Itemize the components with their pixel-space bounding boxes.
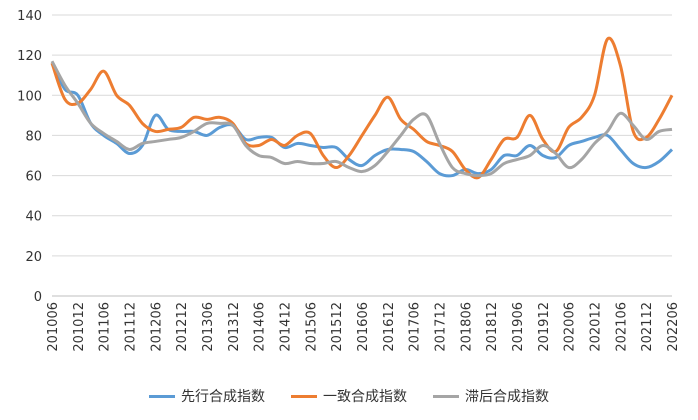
x-tick-label: 201312: [227, 302, 242, 352]
x-tick-label: 202106: [614, 302, 629, 352]
series-line-coincident: [50, 36, 674, 180]
x-tick-label: 201812: [485, 302, 500, 352]
y-tick-label: 20: [25, 250, 42, 265]
y-tick-label: 140: [17, 9, 42, 24]
line-chart: 0 20 40 60 80 100 120 140 201006 201012 201106 201…: [17, 9, 681, 352]
legend-swatch-lagging: [433, 394, 459, 398]
x-tick-label: 202012: [589, 302, 604, 352]
x-tick-label: 201806: [459, 302, 474, 352]
x-tick-label: 201506: [304, 302, 319, 352]
legend-label-lagging: 滞后合成指数: [465, 389, 549, 405]
x-tick-label: 201612: [382, 302, 397, 352]
legend-swatch-coincident: [291, 394, 317, 398]
x-tick-label: 201212: [175, 302, 190, 352]
x-tick-label: 201012: [72, 302, 87, 352]
legend-item-leading: 先行合成指数: [149, 386, 265, 406]
x-tick-label: 202206: [666, 302, 681, 352]
x-tick-label: 201406: [253, 302, 268, 352]
legend-label-leading: 先行合成指数: [181, 389, 265, 405]
x-tick-label: 201306: [201, 302, 216, 352]
x-tick-label: 201112: [124, 302, 139, 352]
legend-item-coincident: 一致合成指数: [291, 386, 407, 406]
x-tick-label: 201206: [149, 302, 164, 352]
x-tick-label: 201006: [46, 302, 61, 352]
legend-item-lagging: 滞后合成指数: [433, 386, 549, 406]
x-tick-label: 202006: [563, 302, 578, 352]
x-tick-label: 201706: [408, 302, 423, 352]
legend: 先行合成指数 一致合成指数 滞后合成指数: [0, 386, 698, 406]
y-tick-label: 60: [25, 170, 42, 185]
x-tick-label: 201912: [537, 302, 552, 352]
y-tick-label: 80: [25, 129, 42, 144]
legend-swatch-leading: [149, 394, 175, 398]
x-tick-label: 201412: [279, 302, 294, 352]
series-line-leading: [50, 62, 674, 178]
y-tick-label: 0: [34, 290, 42, 305]
x-tick-label: 202112: [640, 302, 655, 352]
y-tick-label: 40: [25, 210, 42, 225]
x-tick-label: 201712: [434, 302, 449, 352]
y-tick-label: 120: [17, 49, 42, 64]
legend-label-coincident: 一致合成指数: [323, 389, 407, 405]
y-tick-label: 100: [17, 89, 42, 104]
x-tick-label: 201606: [356, 302, 371, 352]
series-line-lagging: [50, 60, 673, 178]
x-tick-label: 201106: [98, 302, 113, 352]
x-tick-label: 201512: [330, 302, 345, 352]
x-tick-label: 201906: [511, 302, 526, 352]
